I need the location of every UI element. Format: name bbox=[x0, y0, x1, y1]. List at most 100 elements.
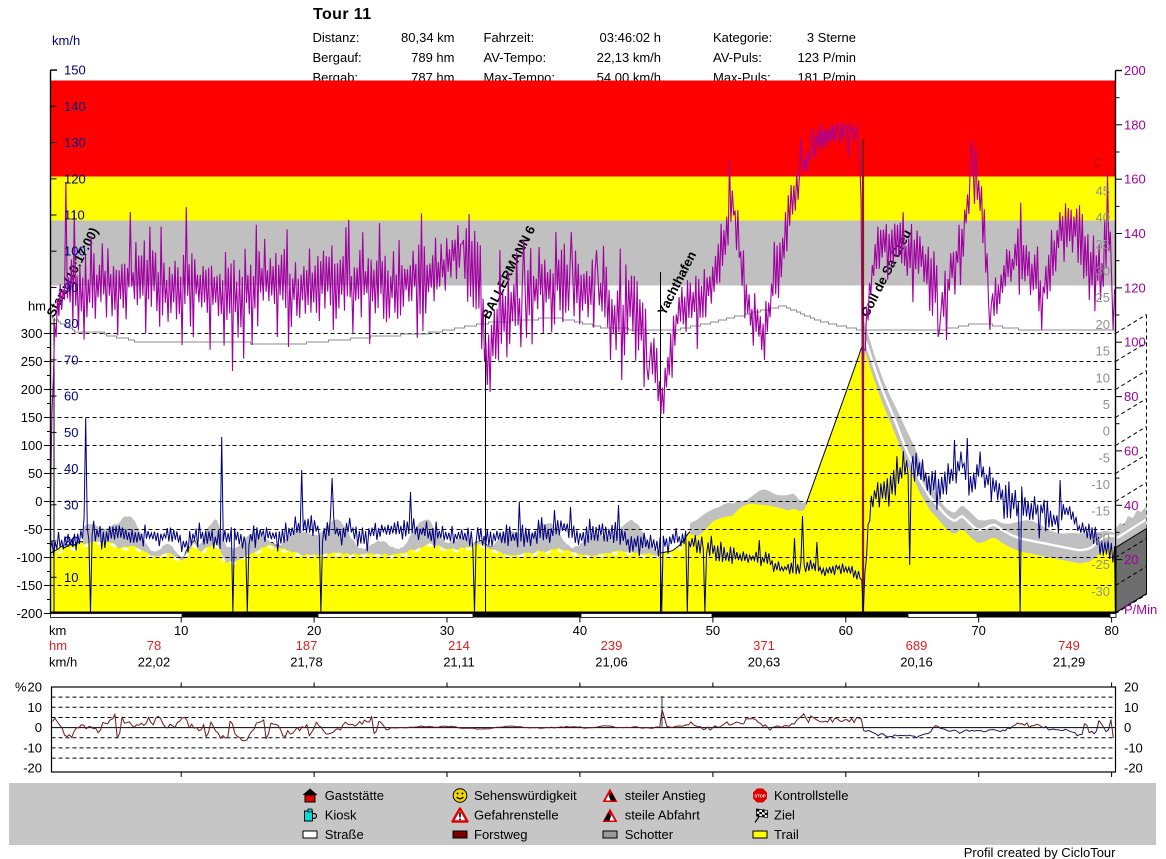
svg-text:22,02: 22,02 bbox=[138, 655, 171, 670]
svg-text:-10: -10 bbox=[1091, 477, 1110, 492]
svg-text:50: 50 bbox=[64, 425, 78, 440]
svg-text:50: 50 bbox=[706, 623, 720, 638]
svg-text:-25: -25 bbox=[1091, 557, 1110, 572]
svg-text:-20: -20 bbox=[1124, 761, 1143, 776]
svg-text:C: C bbox=[1093, 155, 1102, 170]
svg-text:70: 70 bbox=[971, 623, 985, 638]
svg-text:Trail: Trail bbox=[774, 827, 799, 842]
svg-text:123 P/min: 123 P/min bbox=[797, 50, 856, 65]
svg-text:40: 40 bbox=[1124, 498, 1138, 513]
svg-text:20: 20 bbox=[1124, 680, 1138, 695]
svg-text:80: 80 bbox=[64, 316, 78, 331]
svg-text:0: 0 bbox=[35, 720, 42, 735]
svg-text:187: 187 bbox=[296, 638, 318, 653]
svg-text:120: 120 bbox=[1124, 280, 1146, 295]
svg-text:40: 40 bbox=[64, 461, 78, 476]
svg-text:30: 30 bbox=[440, 623, 454, 638]
svg-text:25: 25 bbox=[1096, 290, 1110, 305]
svg-text:steile Abfahrt: steile Abfahrt bbox=[625, 808, 701, 823]
svg-text:60: 60 bbox=[839, 623, 853, 638]
svg-text:40: 40 bbox=[1096, 210, 1110, 225]
svg-text:15: 15 bbox=[1096, 344, 1110, 359]
svg-text:45: 45 bbox=[1096, 184, 1110, 199]
svg-text:250: 250 bbox=[21, 354, 43, 369]
svg-text:-10: -10 bbox=[23, 740, 42, 755]
svg-text:-150: -150 bbox=[16, 578, 42, 593]
svg-text:200: 200 bbox=[21, 382, 43, 397]
svg-text:30: 30 bbox=[64, 497, 78, 512]
svg-text:-5: -5 bbox=[1098, 450, 1110, 465]
svg-text:03:46:02 h: 03:46:02 h bbox=[600, 30, 661, 45]
svg-text:10: 10 bbox=[1124, 700, 1138, 715]
svg-text:21,11: 21,11 bbox=[443, 655, 475, 670]
svg-text:3 Sterne: 3 Sterne bbox=[807, 30, 856, 45]
svg-text:Kontrollstelle: Kontrollstelle bbox=[774, 788, 848, 803]
svg-text:Tour 11: Tour 11 bbox=[313, 6, 372, 23]
svg-text:km/h: km/h bbox=[49, 655, 77, 670]
svg-text:Ziel: Ziel bbox=[774, 808, 795, 823]
svg-text:214: 214 bbox=[448, 638, 470, 653]
svg-text:21,29: 21,29 bbox=[1053, 655, 1086, 670]
svg-text:Fahrzeit:: Fahrzeit: bbox=[484, 30, 535, 45]
svg-text:70: 70 bbox=[64, 352, 78, 367]
svg-text:30: 30 bbox=[1096, 264, 1110, 279]
svg-text:Schotter: Schotter bbox=[625, 827, 674, 842]
svg-text:120: 120 bbox=[64, 171, 86, 186]
svg-text:60: 60 bbox=[1124, 443, 1138, 458]
svg-text:10: 10 bbox=[28, 700, 42, 715]
svg-text:hm: hm bbox=[49, 638, 67, 653]
svg-text:10: 10 bbox=[174, 623, 188, 638]
svg-text:-30: -30 bbox=[1091, 584, 1110, 599]
svg-text:21,78: 21,78 bbox=[290, 655, 323, 670]
svg-text:Kiosk: Kiosk bbox=[325, 808, 357, 823]
svg-text:22,13 km/h: 22,13 km/h bbox=[597, 50, 661, 65]
svg-text:60: 60 bbox=[64, 389, 78, 404]
svg-text:200: 200 bbox=[1124, 63, 1146, 78]
svg-text:90: 90 bbox=[64, 280, 78, 295]
svg-text:20,63: 20,63 bbox=[748, 655, 781, 670]
svg-text:Gefahrenstelle: Gefahrenstelle bbox=[474, 808, 559, 823]
svg-text:20,16: 20,16 bbox=[900, 655, 933, 670]
svg-text:0: 0 bbox=[1124, 720, 1131, 735]
svg-text:160: 160 bbox=[1124, 172, 1146, 187]
svg-text:km/h: km/h bbox=[52, 33, 80, 48]
svg-text:P/Min: P/Min bbox=[1124, 602, 1157, 617]
svg-text:20: 20 bbox=[307, 623, 321, 638]
svg-text:50: 50 bbox=[28, 466, 42, 481]
svg-text:0: 0 bbox=[1103, 424, 1110, 439]
svg-text:-20: -20 bbox=[1091, 530, 1110, 545]
svg-text:hm: hm bbox=[28, 299, 46, 314]
svg-text:689: 689 bbox=[906, 638, 928, 653]
svg-text:180: 180 bbox=[1124, 117, 1146, 132]
svg-text:10: 10 bbox=[1096, 370, 1110, 385]
svg-text:Straße: Straße bbox=[325, 827, 364, 842]
svg-text:35: 35 bbox=[1096, 237, 1110, 252]
svg-text:Gaststätte: Gaststätte bbox=[325, 788, 384, 803]
svg-text:5: 5 bbox=[1103, 397, 1110, 412]
svg-text:%: % bbox=[15, 680, 27, 695]
svg-text:100: 100 bbox=[64, 244, 86, 259]
svg-text:100: 100 bbox=[1124, 335, 1146, 350]
svg-text:371: 371 bbox=[753, 638, 775, 653]
svg-text:80: 80 bbox=[1124, 389, 1138, 404]
svg-text:100: 100 bbox=[21, 438, 43, 453]
svg-text:Forstweg: Forstweg bbox=[474, 827, 527, 842]
svg-text:10: 10 bbox=[64, 570, 78, 585]
svg-text:140: 140 bbox=[1124, 226, 1146, 241]
svg-text:STOP: STOP bbox=[754, 793, 766, 798]
svg-text:Profil created by CicloTour: Profil created by CicloTour bbox=[964, 845, 1116, 859]
svg-text:150: 150 bbox=[64, 63, 86, 78]
svg-text:140: 140 bbox=[64, 99, 86, 114]
svg-text:Distanz:: Distanz: bbox=[313, 30, 360, 45]
svg-text:-200: -200 bbox=[16, 606, 42, 621]
svg-text:20: 20 bbox=[1124, 552, 1138, 567]
svg-text:150: 150 bbox=[21, 410, 43, 425]
svg-text:20: 20 bbox=[64, 534, 78, 549]
svg-text:Bergauf:: Bergauf: bbox=[313, 50, 362, 65]
svg-text:AV-Tempo:: AV-Tempo: bbox=[484, 50, 547, 65]
svg-text:AV-Puls:: AV-Puls: bbox=[713, 50, 762, 65]
svg-text:749: 749 bbox=[1058, 638, 1080, 653]
svg-text:40: 40 bbox=[573, 623, 587, 638]
svg-text:-50: -50 bbox=[24, 522, 43, 537]
svg-text:21,06: 21,06 bbox=[595, 655, 628, 670]
